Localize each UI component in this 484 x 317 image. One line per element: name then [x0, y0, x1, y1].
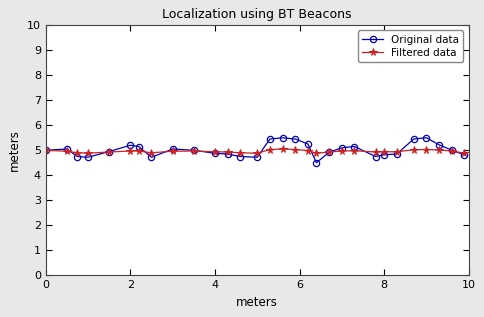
Filtered data	[424, 148, 429, 152]
Filtered data	[411, 148, 417, 152]
Filtered data	[381, 150, 387, 154]
Filtered data	[191, 149, 197, 153]
Original data	[381, 153, 387, 157]
Original data	[191, 148, 197, 152]
X-axis label: meters: meters	[236, 296, 278, 309]
Original data	[292, 137, 298, 141]
Legend: Original data, Filtered data: Original data, Filtered data	[358, 30, 464, 62]
Original data	[339, 146, 345, 150]
Filtered data	[280, 147, 286, 151]
Original data	[314, 161, 319, 165]
Filtered data	[436, 148, 442, 152]
Filtered data	[462, 151, 468, 155]
Filtered data	[254, 151, 260, 155]
Filtered data	[314, 151, 319, 155]
Filtered data	[106, 150, 112, 154]
Original data	[212, 151, 218, 155]
Original data	[394, 152, 400, 156]
Filtered data	[43, 148, 49, 152]
Filtered data	[149, 151, 154, 155]
Filtered data	[127, 149, 133, 153]
Filtered data	[136, 149, 142, 153]
Filtered data	[267, 148, 273, 152]
Y-axis label: meters: meters	[8, 129, 21, 171]
Original data	[280, 136, 286, 140]
Filtered data	[373, 150, 378, 154]
Original data	[127, 143, 133, 147]
Line: Original data: Original data	[43, 135, 468, 166]
Original data	[43, 148, 49, 152]
Original data	[436, 143, 442, 147]
Filtered data	[64, 149, 70, 153]
Original data	[449, 148, 454, 152]
Original data	[106, 150, 112, 153]
Original data	[75, 155, 80, 158]
Original data	[64, 147, 70, 151]
Filtered data	[449, 149, 454, 153]
Original data	[170, 147, 176, 151]
Original data	[351, 145, 357, 148]
Title: Localization using BT Beacons: Localization using BT Beacons	[163, 8, 352, 21]
Original data	[149, 155, 154, 159]
Filtered data	[75, 151, 80, 155]
Line: Filtered data: Filtered data	[42, 145, 468, 157]
Original data	[136, 145, 142, 148]
Filtered data	[225, 150, 230, 154]
Filtered data	[351, 149, 357, 153]
Original data	[85, 155, 91, 159]
Filtered data	[305, 149, 311, 152]
Original data	[305, 142, 311, 146]
Filtered data	[292, 148, 298, 152]
Original data	[267, 137, 273, 141]
Original data	[411, 137, 417, 141]
Filtered data	[237, 151, 243, 155]
Original data	[254, 155, 260, 159]
Filtered data	[339, 149, 345, 153]
Original data	[424, 136, 429, 140]
Original data	[237, 155, 243, 158]
Original data	[462, 153, 468, 157]
Filtered data	[212, 150, 218, 154]
Original data	[373, 155, 378, 158]
Filtered data	[170, 149, 176, 153]
Original data	[326, 150, 332, 154]
Filtered data	[394, 150, 400, 154]
Original data	[225, 152, 230, 156]
Filtered data	[85, 151, 91, 155]
Filtered data	[326, 150, 332, 154]
